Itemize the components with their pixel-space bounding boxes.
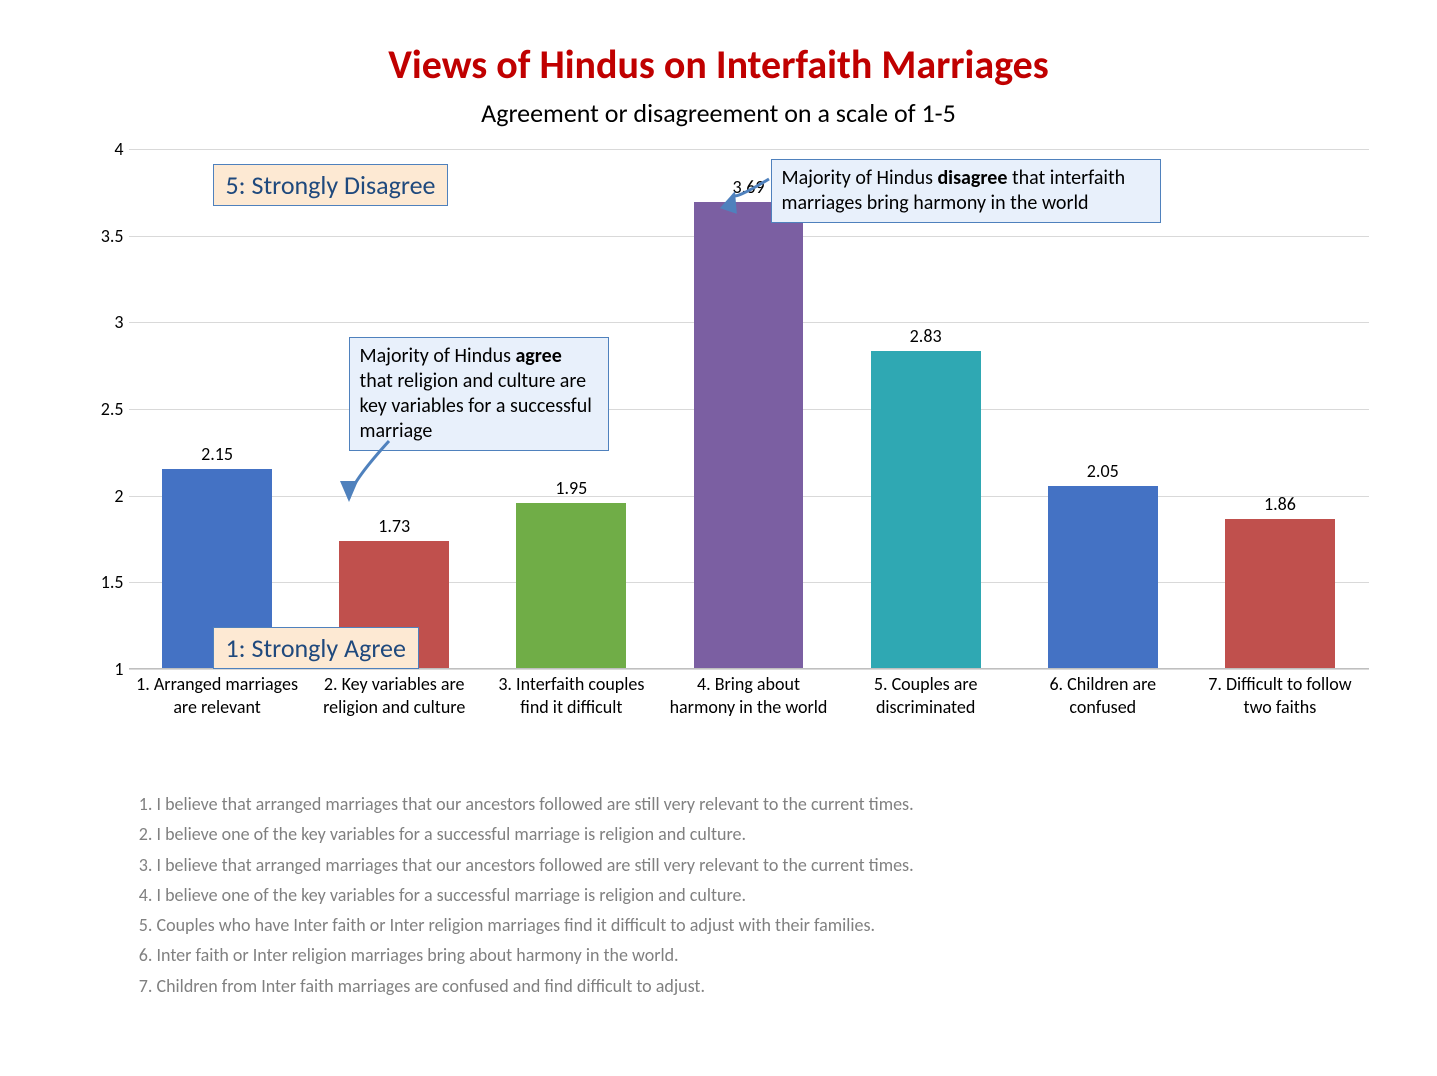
xlabel: 1. Arranged marriages are relevant (129, 673, 306, 718)
bar: 2.83 (871, 351, 981, 668)
ytick-label: 3 (69, 311, 124, 333)
gridline (129, 669, 1369, 670)
chart-subtitle: Agreement or disagreement on a scale of … (60, 97, 1377, 129)
chart-area: 1 1.5 2 2.5 3 3.5 4 2.15 1.73 1.95 3.69 2.83 2.05 1.… (69, 139, 1369, 759)
bar-value-label: 1.86 (1264, 493, 1296, 515)
bar: 1.86 (1225, 519, 1335, 668)
ytick-label: 3.5 (69, 225, 124, 247)
ytick-label: 4 (69, 138, 124, 160)
footnote-item: I believe that arranged marriages that o… (157, 850, 1309, 880)
ytick-label: 2 (69, 485, 124, 507)
annotation-text-part: Majority of Hindus (782, 166, 938, 190)
bar-value-label: 2.15 (201, 443, 233, 465)
bar-slot: 2.05 (1014, 149, 1191, 668)
xlabel: 6. Children are confused (1014, 673, 1191, 718)
footnote-item: Couples who have Inter faith or Inter re… (157, 910, 1309, 940)
bar-slot: 2.83 (837, 149, 1014, 668)
xlabel: 4. Bring about harmony in the world (660, 673, 837, 718)
bar-value-label: 3.69 (733, 176, 765, 198)
annotation-disagree-box: Majority of Hindus disagree that interfa… (771, 159, 1161, 223)
annotation-text-part: Majority of Hindus (360, 344, 516, 368)
bar: 3.69 (694, 202, 804, 668)
xlabel: 3. Interfaith couples find it difficult (483, 673, 660, 718)
bar-slot: 3.69 (660, 149, 837, 668)
x-axis-labels: 1. Arranged marriages are relevant2. Key… (129, 673, 1369, 718)
bar-value-label: 1.73 (378, 515, 410, 537)
ytick-label: 2.5 (69, 398, 124, 420)
footnote-item: I believe one of the key variables for a… (157, 819, 1309, 849)
annotation-agree-box: Majority of Hindus agree that religion a… (349, 337, 609, 451)
plot-region: 2.15 1.73 1.95 3.69 2.83 2.05 1.86 5: Strongly… (129, 149, 1369, 669)
xlabel: 7. Difficult to follow two faiths (1191, 673, 1368, 718)
annotation-text-part: that religion and culture are key variab… (360, 369, 592, 443)
chart-title: Views of Hindus on Interfaith Marriages (60, 40, 1377, 89)
bar-value-label: 1.95 (555, 477, 587, 499)
bar-value-label: 2.83 (910, 325, 942, 347)
bars-container: 2.15 1.73 1.95 3.69 2.83 2.05 1.86 (129, 149, 1369, 668)
footnote-item: I believe one of the key variables for a… (157, 880, 1309, 910)
footnotes: I believe that arranged marriages that o… (129, 789, 1309, 1001)
bar-value-label: 2.05 (1087, 460, 1119, 482)
xlabel: 5. Couples are discriminated (837, 673, 1014, 718)
footnote-item: Children from Inter faith marriages are … (157, 971, 1309, 1001)
scale-badge-disagree-text: 5: Strongly Disagree (226, 169, 436, 201)
scale-badge-agree-text: 1: Strongly Agree (226, 632, 406, 664)
annotation-text-part: disagree (937, 166, 1007, 190)
scale-badge-agree: 1: Strongly Agree (213, 627, 419, 669)
annotation-text-part: agree (515, 344, 561, 368)
footnote-item: I believe that arranged marriages that o… (157, 789, 1309, 819)
footnote-list: I believe that arranged marriages that o… (129, 789, 1309, 1001)
bar: 1.95 (516, 503, 626, 668)
scale-badge-disagree: 5: Strongly Disagree (213, 164, 449, 206)
bar-slot: 2.15 (129, 149, 306, 668)
ytick-label: 1 (69, 658, 124, 680)
footnote-item: Inter faith or Inter religion marriages … (157, 940, 1309, 970)
bar-slot: 1.86 (1191, 149, 1368, 668)
bar: 2.05 (1048, 486, 1158, 668)
ytick-label: 1.5 (69, 571, 124, 593)
xlabel: 2. Key variables are religion and cultur… (306, 673, 483, 718)
